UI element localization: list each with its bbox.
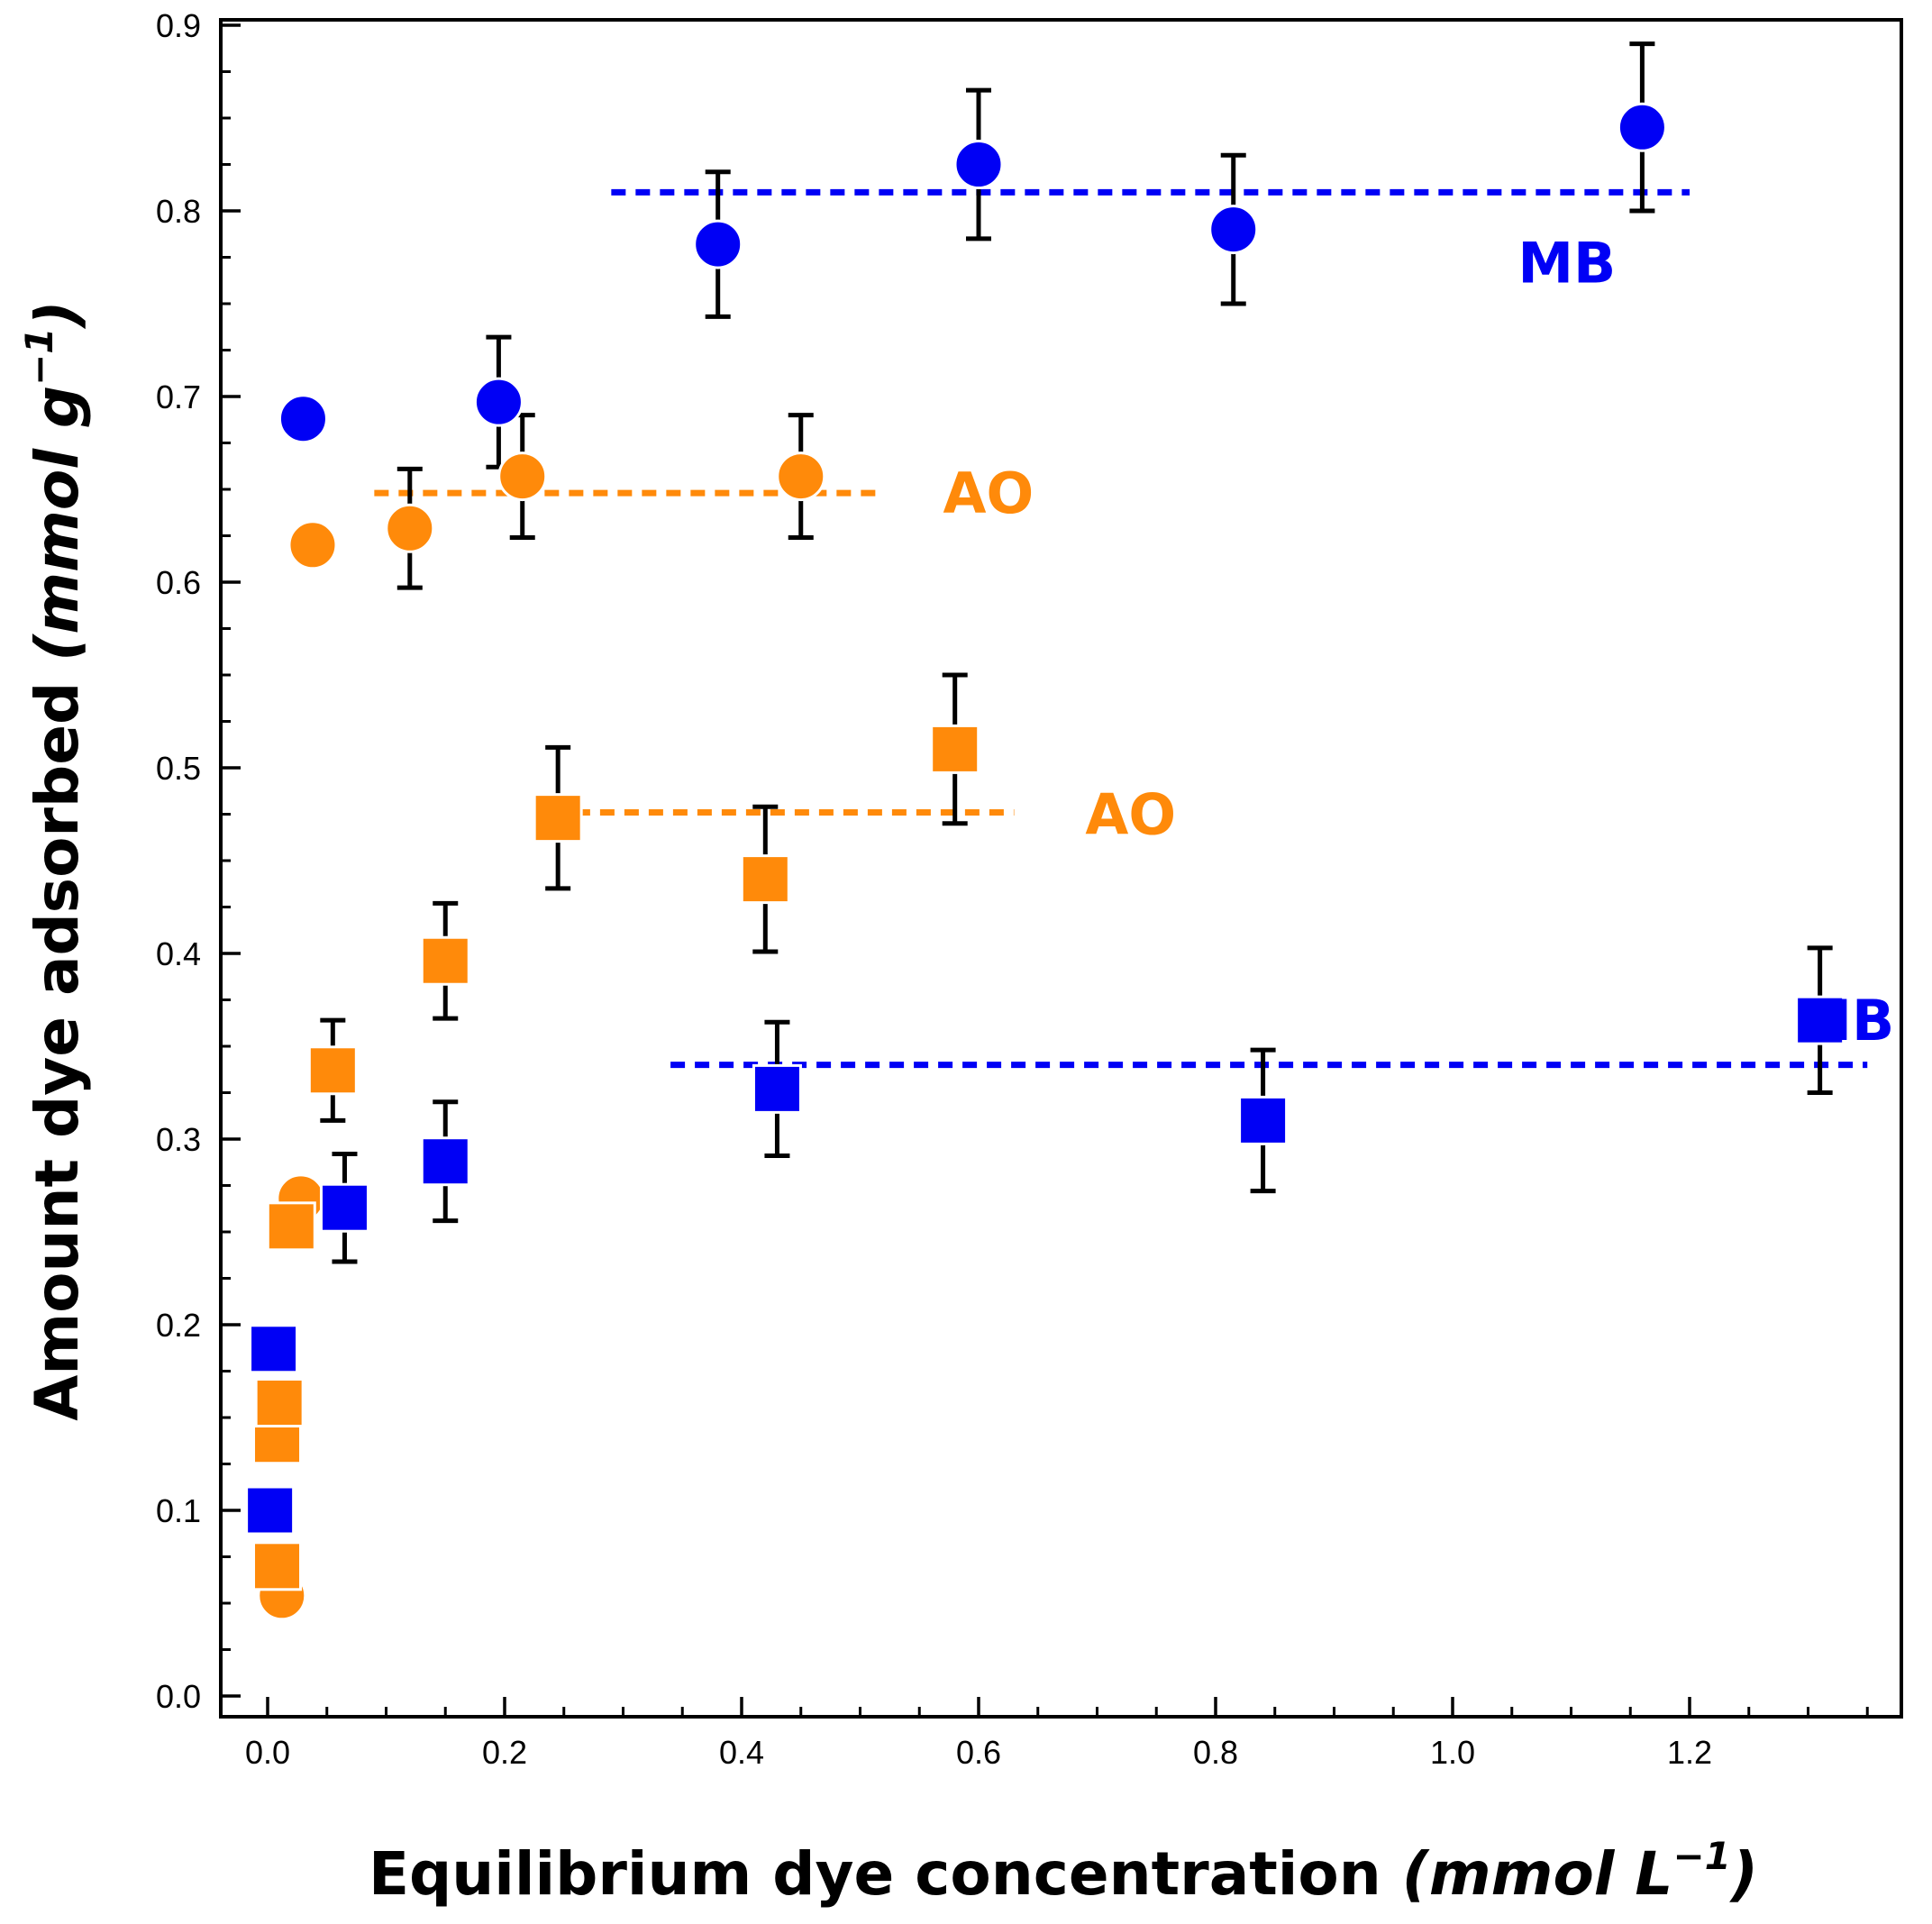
series-annotations: MB AO AO MB [943,231,1895,1053]
data-point-mb-square [1238,1095,1289,1145]
y-tick-label: 0.8 [156,193,201,230]
y-axis-title-text: Amount dye adsorbed [23,661,92,1421]
data-point-ao-square [930,724,980,774]
data-point-ao-square [266,1201,316,1252]
x-axis-title-text: Equilibrium dye concentration [369,1839,1402,1909]
data-point-mb-square [249,1324,299,1374]
data-point-mb-square [319,1182,369,1233]
y-axis: 0.0 0.1 0.2 0.3 0.4 0.5 0.6 0.7 0.8 0.9 [156,7,241,1715]
x-tick-label: 1.2 [1667,1734,1712,1771]
y-tick-label: 0.5 [156,750,201,787]
x-tick-label: 1.0 [1430,1734,1475,1771]
x-axis-title: Equilibrium dye concentration (mmol L−1) [369,1834,1758,1909]
y-tick-label: 0.3 [156,1121,201,1158]
y-axis-unit-close: ) [23,300,92,329]
y-tick-label: 0.9 [156,7,201,44]
x-tick-label: 0.2 [482,1734,527,1771]
series-label-ao: AO [943,460,1034,526]
data-point-ao-square [254,1378,305,1428]
y-tick-label: 0.2 [156,1307,201,1344]
x-tick-label: 0.6 [956,1734,1001,1771]
x-axis-unit: (mmol L [1402,1839,1673,1909]
x-tick-label: 0.0 [245,1734,290,1771]
data-point-mb-circle [693,219,743,269]
data-point-mb-circle [1617,102,1667,152]
data-point-mb-circle [1208,205,1259,255]
data-point-ao-square [420,935,470,986]
data-point-mb-circle [278,394,328,444]
y-tick-label: 0.1 [156,1492,201,1529]
x-axis-unit-exponent: −1 [1672,1834,1730,1878]
data-point-ao-square [307,1045,358,1096]
x-tick-label: 0.8 [1193,1734,1238,1771]
x-axis-unit-close: ) [1729,1839,1758,1909]
series-label-mb: MB [1796,988,1894,1053]
data-markers [245,102,1845,1621]
x-tick-label: 0.4 [719,1734,764,1771]
data-point-mb-square [1795,995,1845,1045]
data-point-mb-square [420,1136,470,1187]
plot-border [219,18,1903,1719]
y-axis-unit: (mmol g [23,386,92,661]
y-tick-label: 0.4 [156,935,201,972]
data-point-ao-circle [776,451,826,502]
data-point-mb-circle [953,140,1004,189]
data-point-mb-square [752,1063,802,1114]
x-axis: 0.0 0.2 0.4 0.6 0.8 1.0 1.2 [245,1697,1869,1771]
y-axis-title: Amount dye adsorbed (mmol g−1) [17,300,92,1420]
series-label-mb: MB [1517,231,1616,296]
plateau-lines [374,188,1868,1069]
data-point-mb-square [245,1485,296,1536]
data-point-ao-square [252,1541,303,1591]
data-point-mb-circle [473,377,524,427]
plot-frame [219,18,1903,1719]
error-bars [320,41,1833,1264]
data-point-ao-square [533,793,583,843]
y-axis-unit-exponent: −1 [17,327,61,385]
data-point-ao-circle [385,503,435,553]
data-point-ao-circle [497,451,548,502]
data-point-ao-circle [287,520,338,570]
y-tick-label: 0.6 [156,564,201,601]
y-tick-label: 0.7 [156,378,201,415]
y-tick-label: 0.0 [156,1678,201,1715]
data-point-ao-square [740,854,790,905]
series-label-ao: AO [1085,782,1176,848]
